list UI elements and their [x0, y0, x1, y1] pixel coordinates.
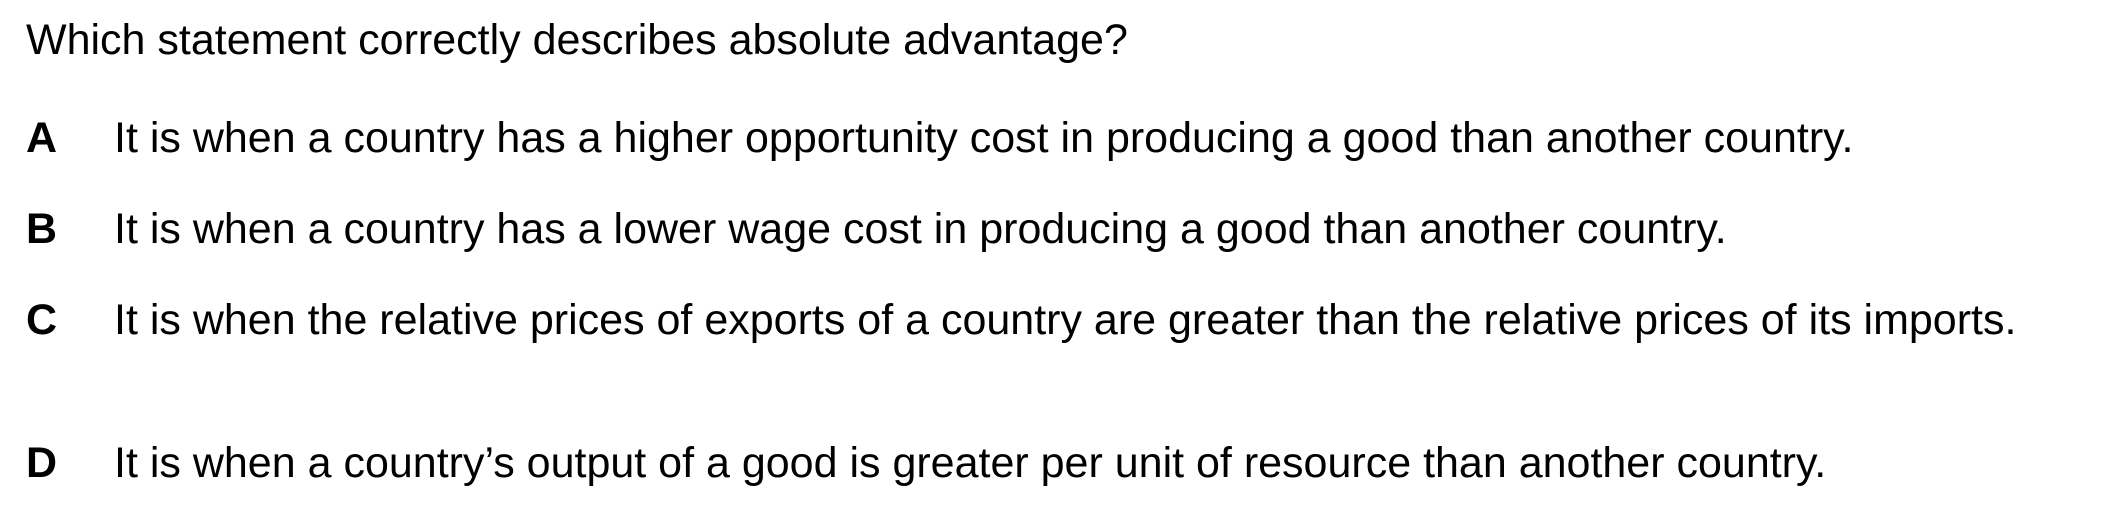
- option-text: It is when the relative prices of export…: [114, 296, 2017, 344]
- option-text: It is when a country has a lower wage co…: [114, 205, 1727, 253]
- option-letter: A: [26, 114, 58, 162]
- option-text: It is when a country’s output of a good …: [114, 439, 1827, 487]
- option-letter: C: [26, 296, 58, 344]
- option-letter: B: [26, 205, 58, 253]
- option-text: It is when a country has a higher opport…: [114, 114, 1854, 162]
- question-text: Which statement correctly describes abso…: [26, 16, 1128, 64]
- option-letter: D: [26, 439, 58, 487]
